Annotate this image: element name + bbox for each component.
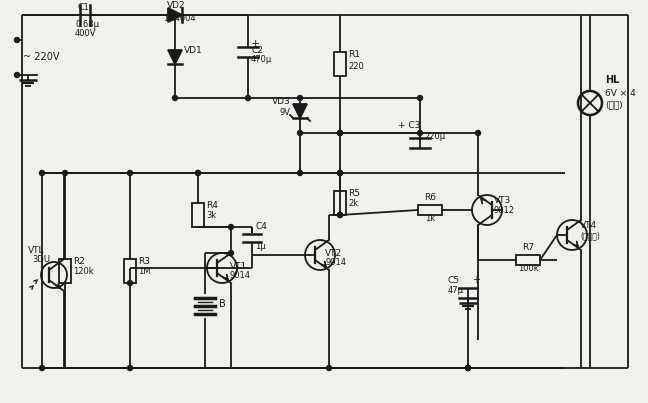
Polygon shape bbox=[168, 50, 182, 64]
Text: 470μ: 470μ bbox=[251, 55, 272, 64]
Bar bbox=[418, 205, 442, 215]
Circle shape bbox=[297, 96, 303, 100]
Text: 1N4004: 1N4004 bbox=[163, 14, 196, 23]
Text: R5: R5 bbox=[348, 189, 360, 198]
Bar bbox=[516, 255, 540, 265]
Text: HL: HL bbox=[605, 75, 619, 85]
Text: 120k: 120k bbox=[73, 267, 93, 276]
Circle shape bbox=[465, 366, 470, 370]
Text: 6V × 4: 6V × 4 bbox=[605, 89, 636, 98]
Text: + C3: + C3 bbox=[398, 121, 421, 130]
Text: R7: R7 bbox=[522, 243, 534, 252]
Circle shape bbox=[327, 366, 332, 370]
Circle shape bbox=[229, 224, 233, 229]
Text: VD2: VD2 bbox=[167, 1, 185, 10]
Text: 9012: 9012 bbox=[494, 206, 515, 215]
Circle shape bbox=[14, 73, 19, 77]
Circle shape bbox=[14, 37, 19, 42]
Circle shape bbox=[246, 96, 251, 100]
Text: R6: R6 bbox=[424, 193, 436, 202]
Text: VTL: VTL bbox=[28, 246, 45, 255]
Bar bbox=[59, 259, 71, 283]
Text: 1μ: 1μ bbox=[255, 242, 266, 251]
Text: VT2: VT2 bbox=[325, 249, 342, 258]
Circle shape bbox=[196, 170, 200, 175]
Text: VT1: VT1 bbox=[230, 262, 248, 271]
Text: +: + bbox=[472, 275, 480, 285]
Polygon shape bbox=[293, 104, 307, 118]
Circle shape bbox=[338, 131, 343, 135]
Circle shape bbox=[40, 170, 45, 175]
Text: VD1: VD1 bbox=[184, 46, 203, 55]
Text: VT4: VT4 bbox=[580, 221, 597, 230]
Circle shape bbox=[128, 170, 132, 175]
Circle shape bbox=[338, 170, 343, 175]
Text: 1k: 1k bbox=[425, 214, 435, 223]
Text: VT3: VT3 bbox=[494, 196, 511, 205]
Circle shape bbox=[128, 280, 132, 285]
Text: +: + bbox=[251, 39, 260, 49]
Text: 0.68μ: 0.68μ bbox=[75, 20, 99, 29]
Text: (串联): (串联) bbox=[605, 100, 623, 109]
Text: C1: C1 bbox=[77, 3, 89, 12]
Text: R3: R3 bbox=[138, 257, 150, 266]
Circle shape bbox=[229, 251, 233, 256]
Text: (达林顿): (达林顿) bbox=[580, 231, 600, 240]
Circle shape bbox=[196, 170, 200, 175]
Bar bbox=[334, 52, 346, 76]
Text: 9014: 9014 bbox=[230, 271, 251, 280]
Text: 3k: 3k bbox=[206, 211, 216, 220]
Bar bbox=[192, 203, 204, 227]
Circle shape bbox=[417, 96, 422, 100]
Text: 47μ: 47μ bbox=[448, 286, 464, 295]
Text: 3DU: 3DU bbox=[32, 255, 50, 264]
Bar bbox=[334, 191, 346, 215]
Bar bbox=[124, 259, 136, 283]
Circle shape bbox=[338, 170, 343, 175]
Circle shape bbox=[338, 131, 343, 135]
Text: 400V: 400V bbox=[75, 29, 97, 38]
Text: ~ 220V: ~ 220V bbox=[23, 52, 60, 62]
Polygon shape bbox=[168, 8, 182, 22]
Text: 100k: 100k bbox=[518, 264, 538, 273]
Text: 220μ: 220μ bbox=[424, 132, 445, 141]
Circle shape bbox=[338, 212, 343, 218]
Text: R2: R2 bbox=[73, 257, 85, 266]
Text: C4: C4 bbox=[255, 222, 267, 231]
Text: 220: 220 bbox=[348, 62, 364, 71]
Text: R1: R1 bbox=[348, 50, 360, 59]
Circle shape bbox=[465, 366, 470, 370]
Circle shape bbox=[297, 170, 303, 175]
Circle shape bbox=[128, 366, 132, 370]
Text: R4: R4 bbox=[206, 201, 218, 210]
Circle shape bbox=[417, 131, 422, 135]
Text: 9014: 9014 bbox=[325, 258, 346, 267]
Text: VD3: VD3 bbox=[272, 97, 291, 106]
Text: 1M: 1M bbox=[138, 267, 150, 276]
Circle shape bbox=[40, 366, 45, 370]
Text: B: B bbox=[219, 299, 226, 309]
Circle shape bbox=[172, 96, 178, 100]
Text: 9V: 9V bbox=[280, 108, 291, 117]
Circle shape bbox=[338, 212, 343, 218]
Text: C2: C2 bbox=[251, 46, 263, 55]
Text: 2k: 2k bbox=[348, 199, 358, 208]
Circle shape bbox=[476, 131, 481, 135]
Text: C5: C5 bbox=[448, 276, 460, 285]
Circle shape bbox=[62, 170, 67, 175]
Circle shape bbox=[297, 131, 303, 135]
